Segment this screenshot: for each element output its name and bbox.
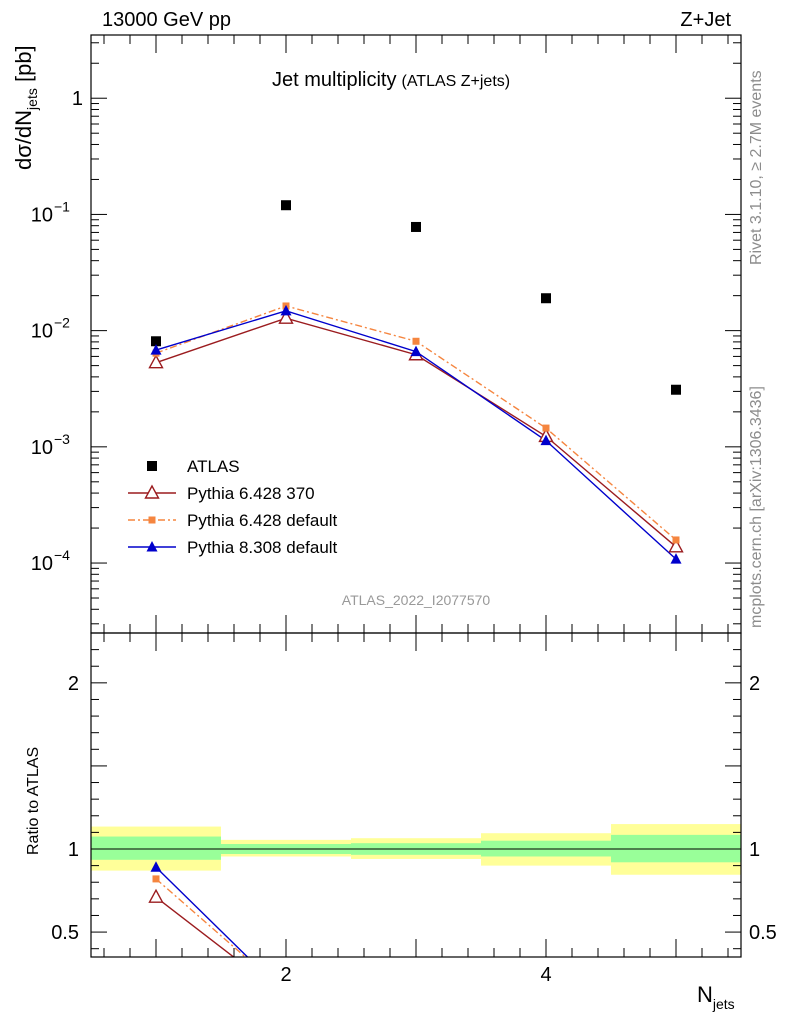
series-1-point-3 (411, 221, 421, 232)
legend-label-3: Pythia 6.428 default (187, 511, 338, 530)
process-label: Z+Jet (680, 9, 731, 31)
series-1-point-1 (151, 336, 161, 347)
y-tick-label: 10 (31, 553, 53, 575)
legend-label-4: Pythia 8.308 default (187, 538, 338, 557)
ratio-tick-label-left: 2 (68, 673, 79, 695)
y-axis-label-sub: jets (24, 88, 40, 111)
ratio-tick-label-right: 2 (749, 673, 760, 695)
main-series-layer (148, 200, 684, 564)
ratio-line-3 (155, 878, 247, 957)
x-tick-label: 2 (280, 964, 291, 986)
ratio-y-axis-label: Ratio to ATLAS (25, 747, 42, 855)
x-axis-label-sub: jets (712, 996, 735, 1012)
series-4-point-3 (410, 345, 422, 357)
ratio-3-point-1 (152, 875, 160, 883)
y-tick-exponent: −4 (54, 547, 70, 563)
series-2-point-2 (278, 309, 294, 324)
series-2-point-5 (668, 538, 684, 553)
series-3-point-4 (542, 424, 550, 432)
series-1-point-2 (281, 200, 291, 211)
y-axis-label-unit: [pb] (11, 45, 36, 88)
y-axis-label-main: dσ/dN (11, 110, 36, 170)
mcplots-label: mcplots.cern.ch [arXiv:1306.3436] (748, 386, 765, 628)
ratio-tick-label-left: 1 (68, 839, 79, 861)
y-tick-label: 10 (31, 321, 53, 343)
axes-layer (90, 34, 742, 958)
plot-title: Jet multiplicity (ATLAS Z+jets) (272, 69, 510, 91)
legend-marker-3 (148, 516, 156, 524)
legend-marker-1 (147, 461, 157, 471)
ratio-tick-label-right: 0.5 (749, 922, 777, 944)
series-4-point-4 (540, 434, 552, 446)
y-tick-label: 10 (31, 437, 53, 459)
series-1-point-4 (541, 293, 551, 304)
ratio-tick-label-left: 0.5 (51, 922, 79, 944)
legend-marker-2 (144, 484, 160, 499)
y-tick-exponent: −3 (54, 431, 70, 447)
legend-marker-4 (146, 541, 158, 552)
ratio-band-inner-1 (91, 836, 221, 860)
series-4-point-5 (670, 553, 682, 564)
ratio-4-point-1 (150, 861, 162, 872)
legend-label-2: Pythia 6.428 370 (187, 484, 315, 503)
energy-label: 13000 GeV pp (102, 9, 231, 31)
series-3-point-3 (412, 337, 420, 345)
y-tick-label: 1 (72, 88, 83, 110)
legend: ATLAS Pythia 6.428 370 Pythia 6.428 defaul… (128, 457, 338, 557)
rivet-label: Rivet 3.1.10, ≥ 2.7M events (748, 70, 765, 265)
ratio-tick-label-right: 1 (749, 839, 760, 861)
series-4-point-1 (150, 344, 162, 355)
y-tick-exponent: −2 (54, 315, 70, 331)
ratio-plot-frame (90, 632, 742, 958)
series-2-point-1 (148, 354, 164, 369)
series-3-point-5 (672, 536, 680, 544)
plot-title-sub: (ATLAS Z+jets) (401, 73, 510, 90)
y-axis-label: dσ/dNjets [pb] (11, 45, 40, 170)
series-4-point-2 (280, 304, 292, 316)
legend-label-1: ATLAS (187, 457, 240, 476)
ratio-2-point-1 (148, 888, 164, 903)
x-axis-label-main: N (697, 982, 713, 1007)
y-tick-label: 10 (31, 204, 53, 226)
ratio-series-layer (148, 861, 249, 957)
plot-title-main: Jet multiplicity (272, 69, 396, 91)
x-tick-label: 4 (540, 964, 551, 986)
y-tick-exponent: −1 (54, 198, 70, 214)
x-axis-label: Njets (697, 982, 735, 1012)
series-1-point-5 (671, 384, 681, 395)
ratio-line-4 (155, 866, 249, 957)
tick-labels-layer: 110−110−210−310 −40.5 0.51 12 22 4 (31, 88, 777, 986)
ratio-bands (91, 824, 741, 875)
analysis-watermark: ATLAS_2022_I2077570 (342, 592, 491, 608)
